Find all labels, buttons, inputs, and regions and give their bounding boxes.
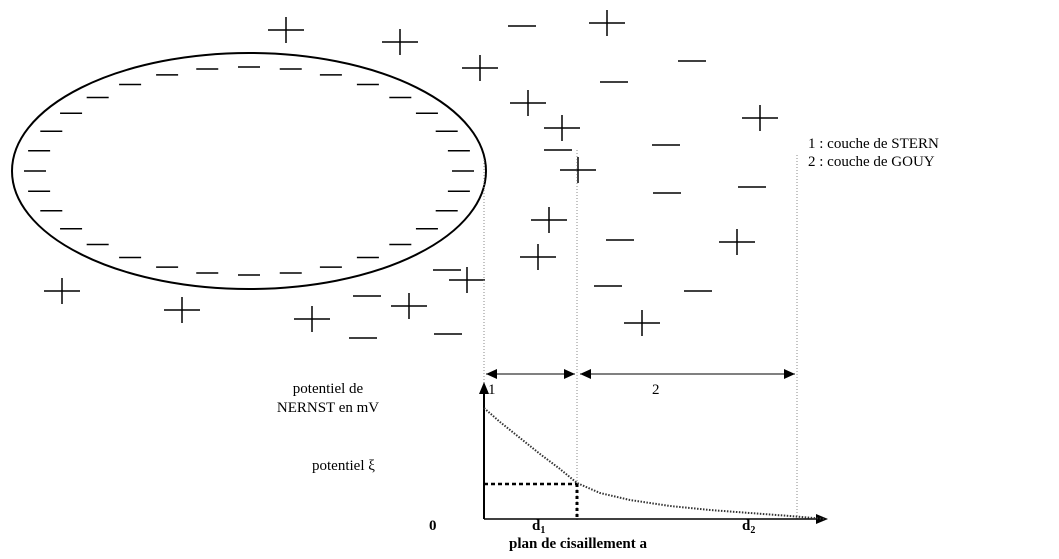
potential-curve — [483, 407, 827, 520]
graph-x-axis — [484, 514, 828, 524]
positive-ions — [44, 10, 778, 336]
particle-circle — [11, 52, 487, 290]
zeta-potential-label: potentiel ξ — [312, 458, 375, 474]
positive-ion — [382, 29, 418, 55]
positive-ion — [449, 267, 485, 293]
positive-ion — [164, 297, 200, 323]
graph-y-axis — [479, 382, 489, 519]
stern-zone-arrow — [486, 369, 575, 379]
y-axis-label-line2: NERNST en mV — [277, 400, 379, 416]
positive-ion — [544, 115, 580, 141]
origin-label: 0 — [429, 518, 437, 534]
gouy-zone-arrow — [580, 369, 795, 379]
positive-ion — [520, 244, 556, 270]
positive-ion — [391, 293, 427, 319]
legend-stern: 1 : couche de STERN — [808, 136, 939, 152]
d2-label: d2 — [742, 518, 755, 536]
positive-ion — [510, 90, 546, 116]
positive-ion — [560, 157, 596, 183]
stern-zone-label: 1 — [488, 382, 496, 398]
positive-ion — [719, 229, 755, 255]
positive-ion — [44, 278, 80, 304]
positive-ion — [294, 306, 330, 332]
positive-ion — [742, 105, 778, 131]
positive-ion — [268, 17, 304, 43]
gouy-zone-label: 2 — [652, 382, 660, 398]
positive-ion — [589, 10, 625, 36]
d1-label: d1 — [532, 518, 545, 536]
positive-ion — [462, 55, 498, 81]
positive-ion — [624, 310, 660, 336]
negative-ions — [349, 25, 766, 339]
y-axis-label-line1: potentiel de — [293, 381, 364, 397]
particle-negative-charges — [24, 66, 474, 276]
positive-ion — [531, 207, 567, 233]
legend-gouy: 2 : couche de GOUY — [808, 154, 935, 170]
shear-plane-label: plan de cisaillement a — [509, 536, 647, 552]
